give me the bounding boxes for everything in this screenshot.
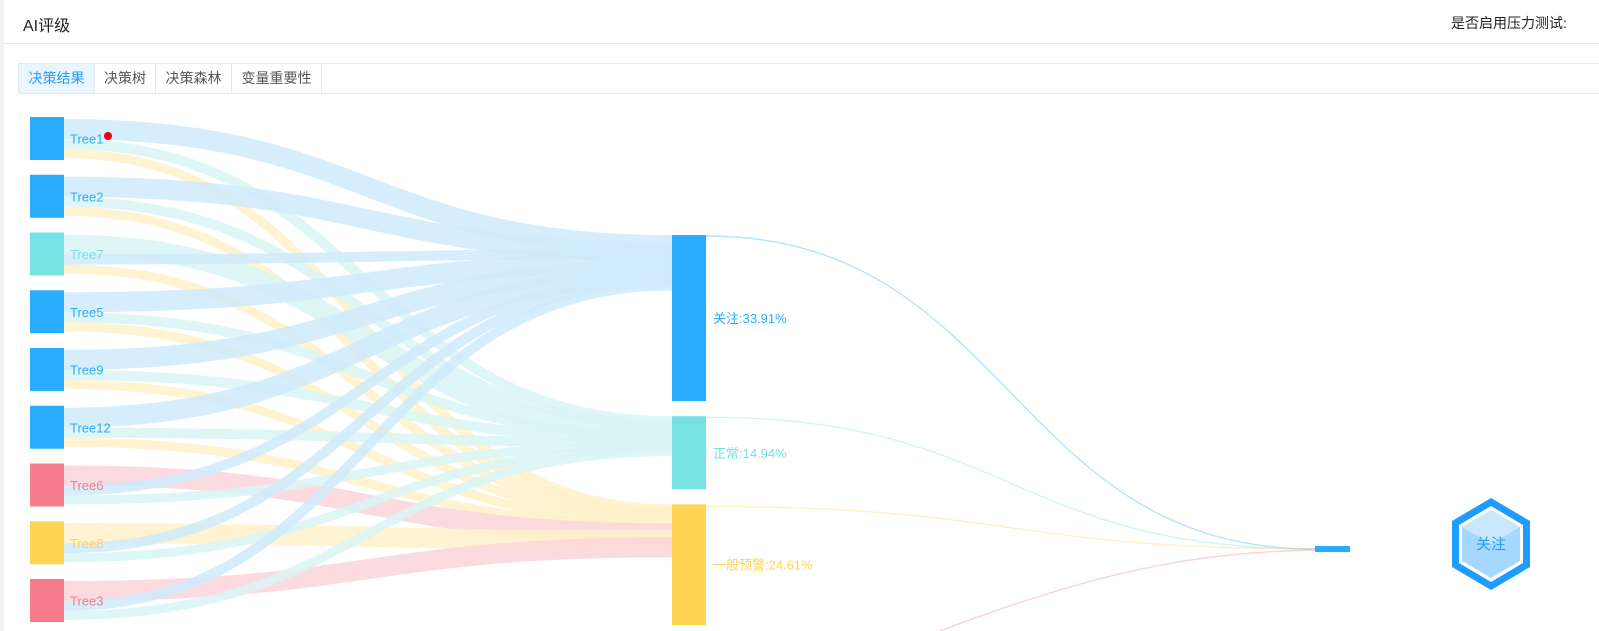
source-label-tree6: Tree6: [70, 478, 103, 493]
sankey-labels: Tree1 Tree2 Tree7 Tree5 Tree9 Tree12 Tree6 Tree…: [70, 132, 813, 609]
left-edge-strip: [0, 0, 4, 631]
source-label-tree12: Tree12: [70, 420, 111, 435]
tab-variable-importance[interactable]: 变量重要性: [232, 64, 322, 93]
sankey-links: [63, 119, 673, 620]
tab-decision-tree[interactable]: 决策树: [95, 64, 156, 93]
tab-decision-forest[interactable]: 决策森林: [156, 64, 232, 93]
source-node-tree9: [30, 348, 64, 391]
source-label-tree8: Tree8: [70, 536, 103, 551]
target-label-2: 一般预警:24.61%: [713, 558, 813, 573]
tab-decision-result[interactable]: 决策结果: [18, 64, 95, 93]
sankey-link-tree7--: [63, 249, 673, 265]
source-label-tree9: Tree9: [70, 363, 103, 378]
sankey-link-tree5--: [63, 322, 673, 523]
sankey-link-tree3--: [63, 446, 673, 620]
source-label-tree7: Tree7: [70, 247, 103, 262]
source-label-tree3: Tree3: [70, 594, 103, 609]
sankey-link-tree9--: [63, 370, 673, 444]
selected-marker-dot: [104, 132, 112, 140]
sankey-final-links: [705, 235, 1316, 631]
sankey-link-tree7--: [63, 264, 673, 520]
sankey-link-tree2--: [63, 206, 673, 517]
source-node-tree5: [30, 290, 64, 334]
target-node-1: [672, 416, 706, 490]
source-node-tree6: [30, 463, 64, 507]
source-node-tree7: [30, 232, 64, 276]
source-label-tree5: Tree5: [70, 305, 103, 320]
sankey-link-tree12--: [63, 427, 673, 448]
sankey-link-tree6--: [63, 440, 673, 505]
sankey-link-tree2--: [63, 176, 673, 262]
final-link-2: [705, 505, 1316, 550]
final-link-0: [705, 235, 1316, 550]
result-node: [1315, 546, 1350, 552]
source-label-tree2: Tree2: [70, 189, 103, 204]
final-link-1: [705, 416, 1316, 550]
target-node-2: [672, 504, 706, 625]
target-label-0: 关注:33.91%: [713, 311, 787, 326]
hexagon-badge-label: 关注: [1476, 536, 1506, 553]
target-label-1: 正常:14.94%: [713, 446, 787, 461]
source-node-tree1: [30, 117, 64, 160]
sankey-link-tree6--: [63, 273, 673, 496]
source-node-tree2: [30, 174, 64, 218]
result-hexagon-badge: 关注: [1452, 498, 1530, 590]
page-header: AI评级 是否启用压力测试:: [4, 0, 1599, 44]
source-node-tree12: [30, 405, 64, 449]
sankey-link-tree8--: [63, 443, 673, 563]
final-link-risk: [939, 549, 1316, 631]
sankey-link-tree5--: [63, 312, 673, 441]
page-title: AI评级: [23, 18, 71, 35]
sankey-link-tree8--: [63, 277, 673, 554]
source-node-tree3: [30, 579, 64, 622]
target-node-0: [672, 235, 706, 402]
source-node-tree8: [30, 521, 64, 565]
sankey-nodes: [30, 117, 1350, 625]
stress-test-label: 是否启用压力测试:: [1451, 15, 1567, 31]
sankey-link-tree3--: [63, 280, 673, 611]
result-tabs: 决策结果 决策树 决策森林 变量重要性: [18, 63, 1599, 94]
source-label-tree1: Tree1: [70, 132, 103, 147]
sankey-link-tree12--: [63, 266, 673, 428]
